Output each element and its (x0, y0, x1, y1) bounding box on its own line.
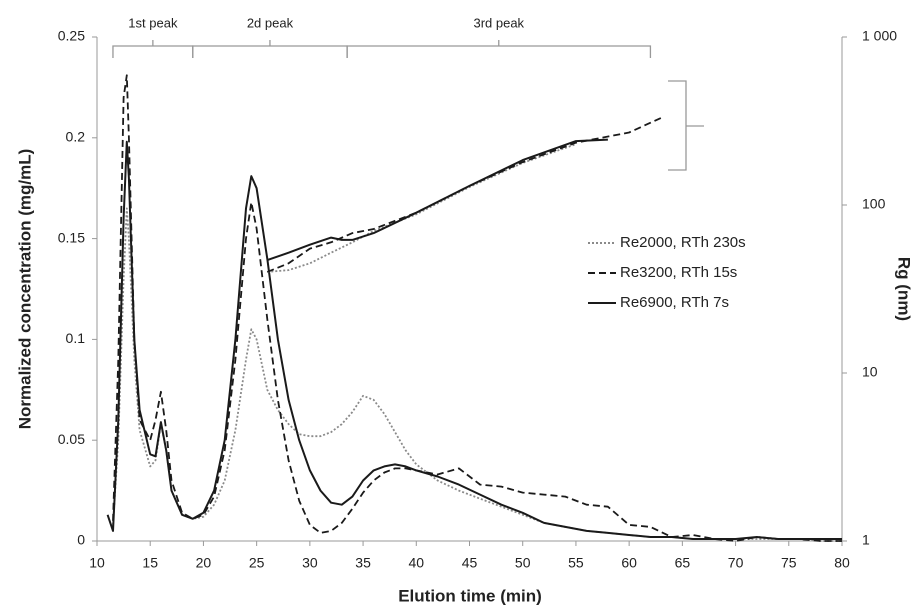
x-axis-title: Elution time (min) (398, 586, 542, 605)
x-tick-label: 80 (834, 555, 850, 571)
x-tick-label: 10 (89, 555, 105, 571)
x-tick-label: 40 (408, 555, 424, 571)
x-tick-label: 60 (621, 555, 637, 571)
legend-label: Re3200, RTh 15s (620, 264, 737, 281)
rg-bracket (668, 80, 704, 171)
peak-bracket (346, 40, 652, 58)
peak-bracket (192, 40, 348, 58)
x-tick-label: 70 (728, 555, 744, 571)
x-tick-label: 30 (302, 555, 318, 571)
y-tick-label: 0.15 (58, 229, 85, 245)
y-tick-label: 0.05 (58, 431, 85, 447)
y2-tick-label: 1 (862, 532, 870, 548)
x-tick-label: 55 (568, 555, 584, 571)
y-axis-title: Normalized concentration (mg/mL) (15, 149, 34, 430)
x-tick-label: 75 (781, 555, 797, 571)
peak-bracket (112, 40, 194, 58)
x-tick-label: 50 (515, 555, 531, 571)
rg-line (266, 117, 662, 273)
y2-tick-label: 10 (862, 364, 878, 380)
x-tick-label: 20 (196, 555, 212, 571)
rg-line (266, 138, 608, 262)
y-tick-label: 0.1 (66, 330, 86, 346)
y2-axis-title: Rg (nm) (895, 257, 914, 321)
x-tick-label: 25 (249, 555, 265, 571)
legend-label: Re2000, RTh 230s (620, 234, 746, 251)
y2-tick-label: 100 (862, 196, 886, 212)
x-tick-label: 45 (462, 555, 478, 571)
peak-label: 3rd peak (473, 15, 524, 30)
y2-tick-label: 1 000 (862, 28, 897, 44)
y-tick-label: 0 (77, 532, 85, 548)
x-tick-label: 35 (355, 555, 371, 571)
legend-label: Re6900, RTh 7s (620, 294, 729, 311)
concentration-line (112, 207, 842, 542)
peak-label: 1st peak (128, 15, 178, 30)
y-tick-label: 0.2 (66, 129, 86, 145)
x-tick-label: 15 (142, 555, 158, 571)
y-tick-label: 0.25 (58, 28, 85, 44)
x-tick-label: 65 (675, 555, 691, 571)
concentration-line (112, 74, 842, 542)
concentration-line (106, 140, 842, 540)
rg-line (267, 143, 577, 273)
peak-label: 2d peak (247, 15, 294, 30)
